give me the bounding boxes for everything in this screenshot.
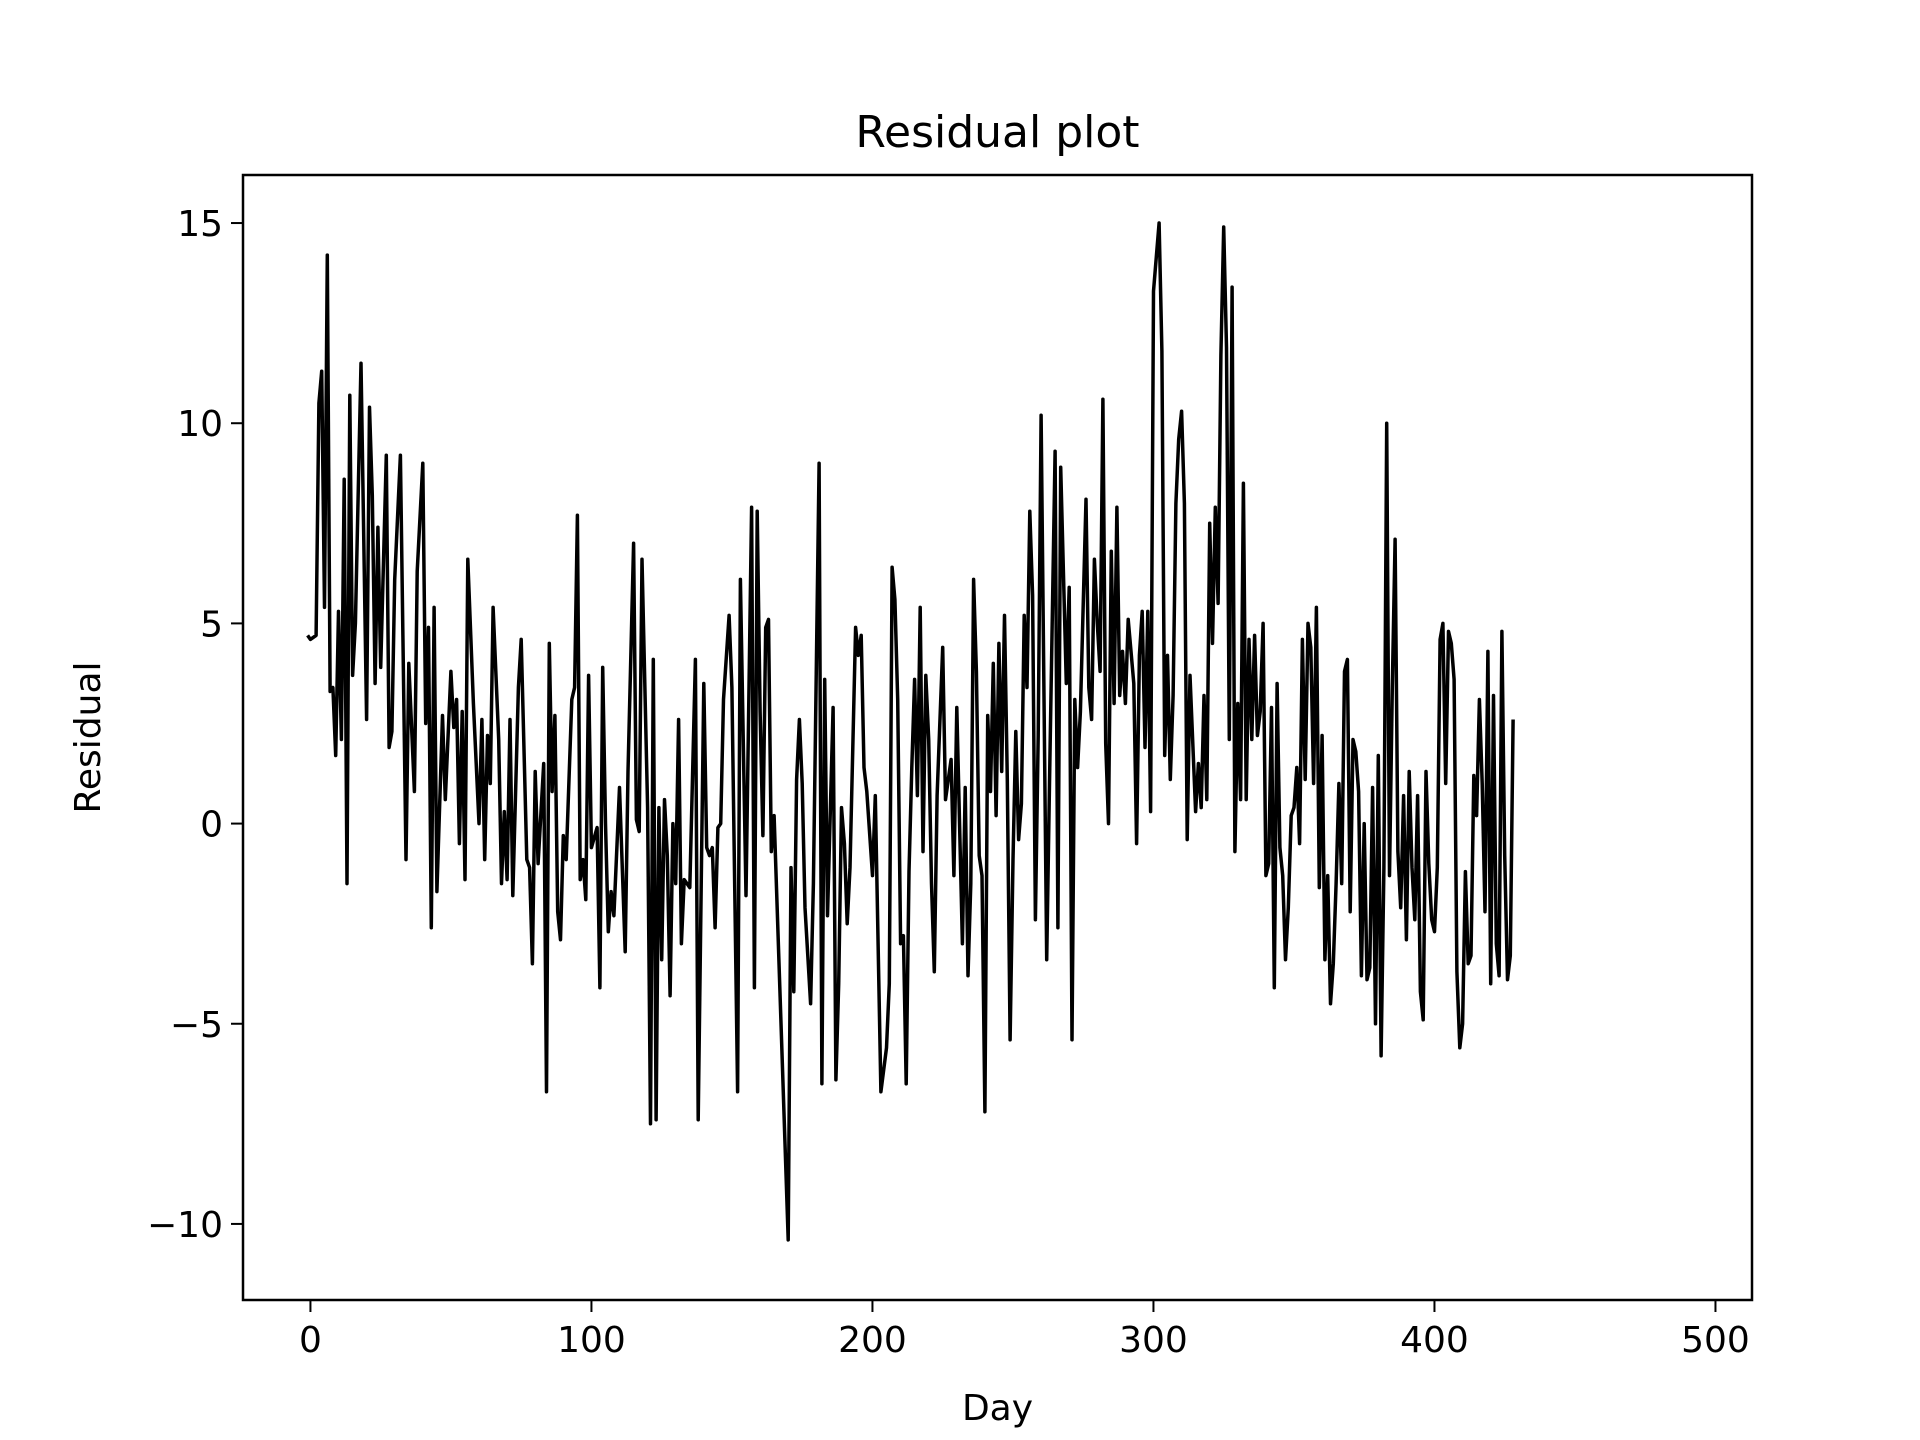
x-tick-label: 100: [557, 1320, 626, 1361]
y-tick-label: 0: [200, 805, 223, 846]
x-axis-ticks: 0 100 200 300 400 500: [299, 1300, 1750, 1361]
y-tick-label: 10: [177, 404, 223, 445]
y-tick-label: 15: [177, 204, 223, 245]
x-tick-label: 300: [1119, 1320, 1188, 1361]
x-tick-label: 0: [299, 1320, 322, 1361]
y-tick-label: −10: [147, 1205, 223, 1246]
chart-title: Residual plot: [855, 107, 1139, 158]
plot-area-frame: [241, 173, 1754, 1302]
x-tick-label: 500: [1681, 1320, 1750, 1361]
y-axis-ticks: −10 −5 0 5 10 15: [147, 204, 243, 1246]
x-tick-label: 200: [838, 1320, 907, 1361]
x-tick-label: 400: [1400, 1320, 1469, 1361]
y-axis-label: Residual: [68, 661, 109, 813]
series-layer: [306, 221, 1515, 1242]
y-tick-label: −5: [170, 1005, 223, 1046]
y-tick-label: 5: [200, 604, 223, 645]
residual-series-line: [306, 221, 1515, 1242]
x-axis-label: Day: [962, 1388, 1033, 1429]
